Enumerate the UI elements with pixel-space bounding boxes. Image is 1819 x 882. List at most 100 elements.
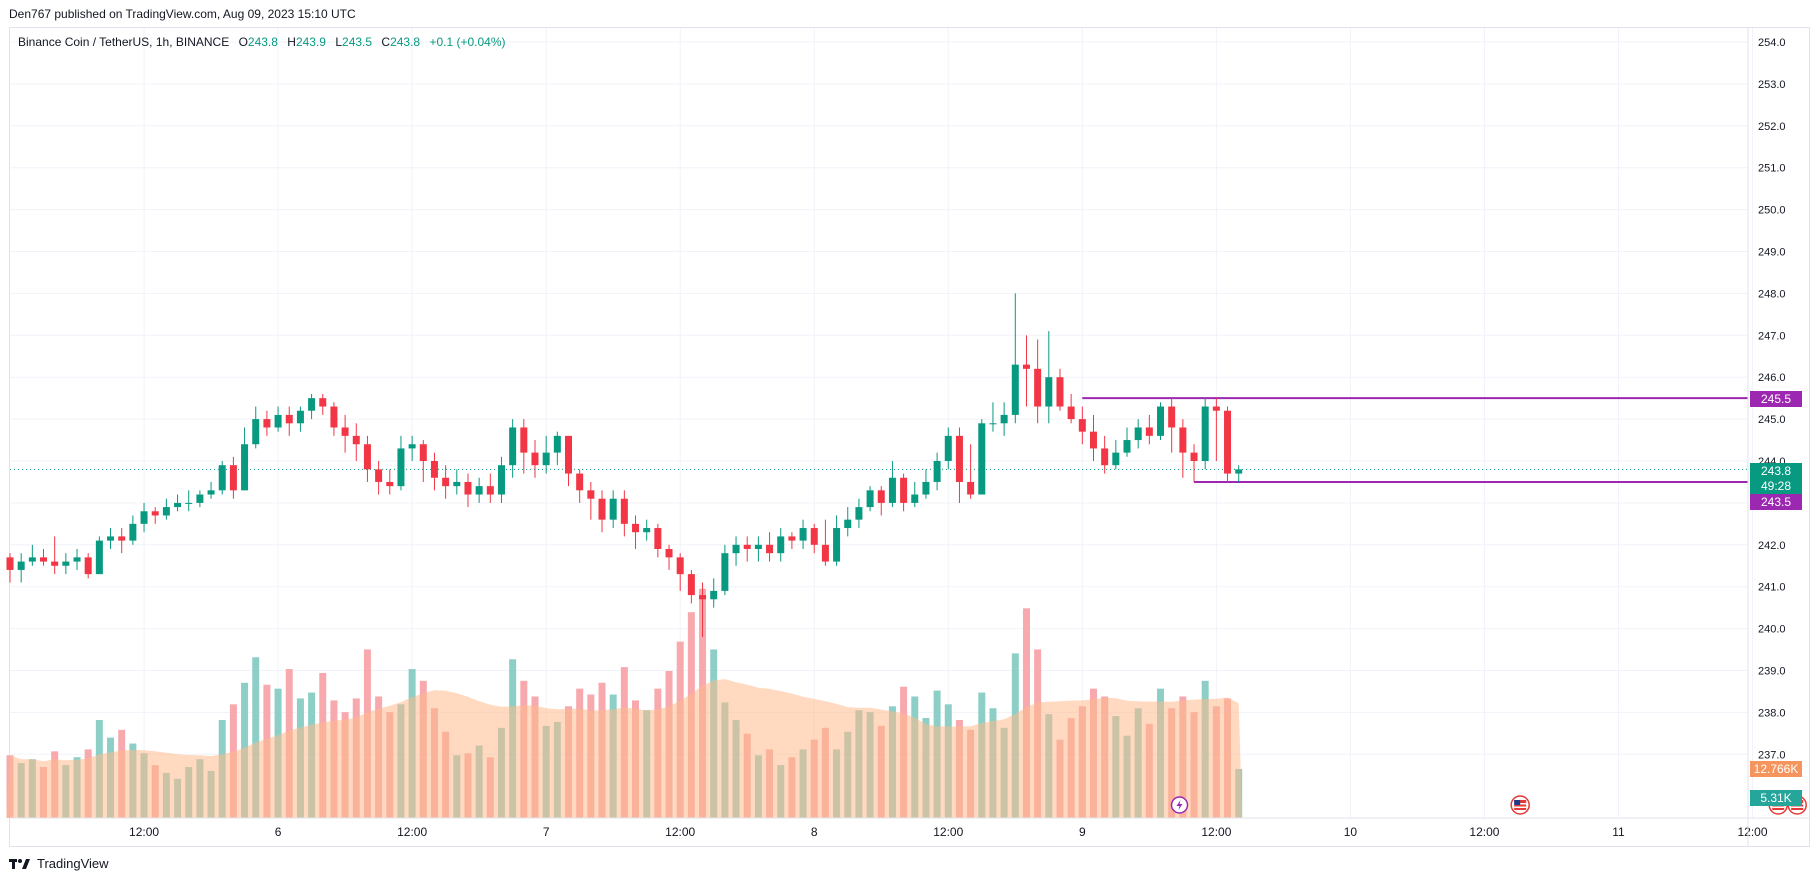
- candle-body: [274, 414, 282, 428]
- y-tick-label: 252.0: [1758, 121, 1786, 133]
- x-tick-label: 12:00: [1201, 825, 1231, 839]
- candle-body: [207, 490, 215, 495]
- candle-body: [17, 561, 25, 570]
- candle-body: [576, 473, 584, 491]
- candle-body: [330, 406, 338, 428]
- candle-body: [1056, 377, 1064, 407]
- candle-body: [129, 523, 137, 541]
- candle-body: [196, 494, 204, 503]
- close-value: 243.8: [390, 35, 421, 49]
- candle-body: [587, 490, 595, 499]
- candle-body: [308, 398, 316, 411]
- candle-body: [1168, 406, 1176, 428]
- low-value: 243.5: [342, 35, 373, 49]
- candle-body: [565, 435, 572, 474]
- y-tick-label: 253.0: [1758, 79, 1786, 91]
- candle-body: [140, 511, 148, 524]
- candle-body: [386, 481, 394, 487]
- candles: [6, 293, 1243, 637]
- last-price-tag: 243.8: [1750, 463, 1802, 479]
- candle-body: [978, 423, 986, 495]
- y-tick-label: 241.0: [1758, 582, 1786, 594]
- us-flag-event-icon: [1510, 795, 1530, 815]
- y-tick-label: 239.0: [1758, 666, 1786, 678]
- candle-body: [877, 490, 885, 503]
- candle-body: [620, 498, 628, 524]
- candle-body: [1134, 427, 1142, 441]
- volume-bar: [252, 657, 260, 818]
- candle-body: [676, 557, 684, 575]
- candle-body: [754, 544, 762, 549]
- brand-label: TradingView: [37, 856, 109, 871]
- candle-body: [609, 498, 617, 520]
- candle-body: [553, 435, 561, 453]
- symbol-legend: Binance Coin / TetherUS, 1h, BINANCE O24…: [18, 35, 506, 49]
- candle-body: [1179, 427, 1187, 453]
- candle-body: [1011, 364, 1019, 415]
- candle-body: [509, 427, 517, 466]
- tradingview-brand[interactable]: TradingView: [9, 856, 109, 871]
- candle-body: [766, 544, 774, 554]
- candle-body: [475, 486, 483, 495]
- y-tick-label: 249.0: [1758, 247, 1786, 259]
- candle-body: [95, 540, 103, 575]
- tradingview-logo-icon: [9, 858, 30, 869]
- candle-body: [1022, 364, 1030, 369]
- candle-body: [263, 419, 271, 428]
- candle-body: [643, 528, 651, 533]
- support-price-tag: 243.5: [1750, 494, 1802, 510]
- candle-body: [1089, 431, 1097, 449]
- volume-tag: 5.31K: [1750, 790, 1802, 806]
- candle-body: [51, 561, 59, 566]
- candle-body: [442, 477, 450, 487]
- candle-body: [721, 553, 729, 591]
- candle-body: [118, 536, 126, 541]
- close-label: C: [381, 35, 391, 49]
- change-value: +0.1 (+0.04%): [429, 35, 506, 49]
- candle-body: [632, 523, 640, 533]
- countdown-tag: 49:28: [1750, 478, 1802, 494]
- flag-canton: [1514, 800, 1521, 805]
- candle-body: [967, 481, 975, 495]
- candle-body: [989, 423, 997, 425]
- candle-body: [1145, 427, 1153, 436]
- candle-body: [185, 502, 193, 504]
- chart-frame: [9, 27, 1810, 847]
- x-tick-label: 12:00: [397, 825, 427, 839]
- flag-stripe: [1791, 806, 1804, 808]
- candle-body: [855, 507, 863, 520]
- candle-body: [1067, 406, 1075, 420]
- y-tick-label: 245.0: [1758, 414, 1786, 426]
- candle-body: [341, 427, 349, 436]
- lightning-event-icon: [1170, 796, 1189, 814]
- candle-body: [710, 590, 718, 600]
- y-tick-label: 251.0: [1758, 163, 1786, 175]
- candle-body: [408, 444, 416, 449]
- resistance-price-tag: 245.5: [1750, 391, 1802, 407]
- candle-body: [687, 574, 695, 596]
- candle-body: [598, 498, 606, 520]
- candle-body: [151, 511, 159, 516]
- high-value: 243.9: [295, 35, 326, 49]
- candle-body: [375, 469, 383, 482]
- publisher-banner: Den767 published on TradingView.com, Aug…: [9, 7, 356, 21]
- x-tick-label: 12:00: [933, 825, 963, 839]
- candle-body: [922, 481, 930, 495]
- candle-body: [1000, 414, 1008, 424]
- candle-body: [363, 444, 371, 470]
- x-tick-label: 8: [811, 825, 818, 839]
- y-tick-label: 238.0: [1758, 707, 1786, 719]
- y-tick-label: 246.0: [1758, 372, 1786, 384]
- candle-body: [1235, 469, 1243, 474]
- flag-stripe: [1514, 806, 1527, 808]
- candle-body: [810, 528, 818, 545]
- x-tick-label: 7: [543, 825, 550, 839]
- open-value: 243.8: [247, 35, 278, 49]
- candle-body: [28, 557, 36, 562]
- x-tick-label: 12:00: [1738, 825, 1768, 839]
- low-label: L: [335, 35, 343, 49]
- candle-body: [1034, 368, 1042, 407]
- candle-body: [821, 544, 829, 562]
- candle-body: [799, 528, 807, 541]
